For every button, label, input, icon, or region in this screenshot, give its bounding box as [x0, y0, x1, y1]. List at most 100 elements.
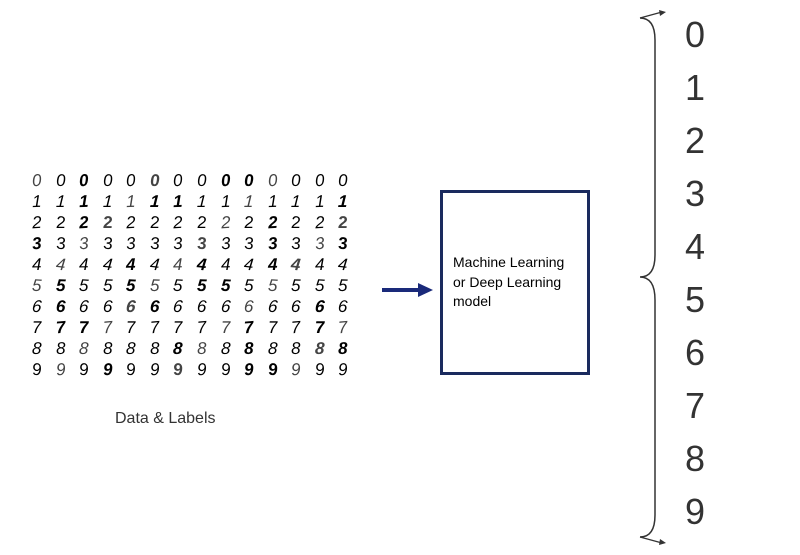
mnist-cell: 4	[308, 254, 332, 275]
mnist-cell: 5	[48, 275, 72, 297]
mnist-cell: 5	[24, 274, 49, 296]
mnist-cell: 2	[189, 212, 215, 233]
output-digit: 8	[685, 432, 705, 485]
mnist-cell: 7	[24, 317, 49, 338]
mnist-cell: 8	[142, 338, 166, 360]
mnist-cell: 1	[95, 191, 120, 212]
mnist-cell: 2	[142, 212, 168, 233]
mnist-cell: 8	[72, 338, 97, 359]
mnist-cell: 9	[331, 358, 356, 381]
mnist-cell: 2	[47, 212, 73, 233]
mnist-cell: 6	[307, 296, 333, 317]
mnist-cell: 4	[261, 254, 285, 275]
mnist-cell: 7	[236, 316, 261, 339]
mnist-cell: 1	[119, 191, 143, 213]
mnist-cell: 9	[165, 359, 191, 380]
mnist-cell: 8	[307, 338, 332, 359]
model-box: Machine Learning or Deep Learning model	[440, 190, 590, 375]
mnist-cell: 4	[283, 253, 309, 276]
mnist-cell: 6	[331, 295, 356, 318]
mnist-cell: 0	[331, 170, 356, 191]
mnist-cell: 5	[142, 275, 166, 297]
mnist-cell: 7	[166, 317, 191, 338]
mnist-cell: 9	[142, 358, 167, 381]
mnist-cell: 8	[213, 338, 238, 359]
mnist-cell: 8	[119, 338, 144, 359]
mnist-cell: 1	[284, 191, 309, 212]
mnist-cell: 3	[95, 233, 120, 254]
mnist-cell: 0	[71, 169, 96, 192]
mnist-cell: 2	[260, 211, 285, 234]
mnist-cell: 6	[48, 295, 73, 318]
mnist-cell: 9	[24, 359, 50, 380]
mnist-cell: 2	[307, 211, 332, 234]
mnist-cell: 5	[190, 275, 214, 297]
mnist-cell: 9	[71, 359, 97, 380]
mnist-cell: 3	[118, 232, 144, 255]
mnist-cell: 4	[213, 254, 237, 275]
mnist-cell: 7	[331, 316, 356, 339]
mnist-cell: 4	[142, 253, 168, 276]
model-box-text: Machine Learning or Deep Learning model	[453, 253, 577, 312]
mnist-cell: 6	[142, 295, 167, 318]
mnist-cell: 3	[48, 233, 73, 254]
mnist-cell: 5	[284, 275, 308, 297]
mnist-cell: 5	[72, 274, 97, 296]
mnist-cell: 6	[212, 296, 238, 317]
mnist-cell: 8	[24, 338, 49, 359]
mnist-cell: 2	[95, 212, 121, 233]
mnist-cell: 7	[119, 317, 144, 338]
mnist-cell: 7	[189, 316, 214, 339]
mnist-cell: 9	[95, 358, 120, 381]
mnist-cell: 3	[260, 232, 286, 255]
output-digit: 0	[685, 8, 705, 61]
mnist-cell: 2	[119, 211, 144, 234]
mnist-cell: 0	[213, 169, 238, 192]
mnist-cell: 7	[283, 316, 308, 339]
mnist-cell: 9	[212, 359, 238, 380]
mnist-cell: 0	[24, 169, 49, 192]
mnist-cell: 6	[189, 295, 214, 318]
mnist-cell: 8	[260, 338, 285, 359]
mnist-cell: 0	[142, 170, 167, 191]
mnist-cell: 1	[307, 191, 331, 213]
mnist-cell: 3	[165, 232, 191, 255]
mnist-cell: 1	[25, 191, 49, 213]
mnist-cell: 4	[189, 253, 215, 276]
mnist-cell: 9	[284, 358, 309, 381]
mnist-cell: 9	[307, 359, 333, 380]
mnist-cell: 2	[166, 211, 191, 234]
mnist-cell: 3	[307, 232, 333, 255]
mnist-cell: 8	[237, 338, 261, 360]
mnist-cell: 3	[142, 233, 167, 254]
mnist-cell: 1	[213, 191, 237, 213]
mnist-cell: 1	[48, 191, 73, 212]
mnist-cell: 6	[24, 296, 50, 317]
mnist-cell: 0	[48, 170, 73, 191]
arrow-icon	[380, 280, 435, 300]
mnist-cell: 3	[331, 233, 356, 254]
mnist-cell: 8	[166, 338, 191, 359]
mnist-cell: 6	[71, 296, 97, 317]
mnist-cell: 3	[236, 233, 261, 254]
output-digit: 9	[685, 485, 705, 538]
mnist-cell: 8	[284, 338, 308, 360]
mnist-cell: 7	[95, 316, 120, 339]
mnist-cell: 5	[213, 274, 238, 296]
mnist-cell: 3	[189, 233, 214, 254]
mnist-cell: 4	[166, 254, 190, 275]
mnist-cell: 5	[119, 274, 144, 296]
data-label-caption: Data & Labels	[115, 410, 216, 428]
mnist-cell: 8	[48, 338, 72, 360]
mnist-cell: 1	[237, 191, 262, 212]
mnist-cell: 7	[72, 317, 97, 338]
mnist-cell: 7	[213, 317, 238, 338]
mnist-cell: 3	[283, 233, 308, 254]
mnist-cell: 2	[236, 212, 262, 233]
mnist-cell: 2	[283, 212, 309, 233]
output-digit: 7	[685, 379, 705, 432]
mnist-cell: 4	[72, 254, 96, 275]
mnist-cell: 1	[331, 191, 356, 212]
mnist-cell: 2	[24, 211, 49, 234]
output-digit: 2	[685, 114, 705, 167]
